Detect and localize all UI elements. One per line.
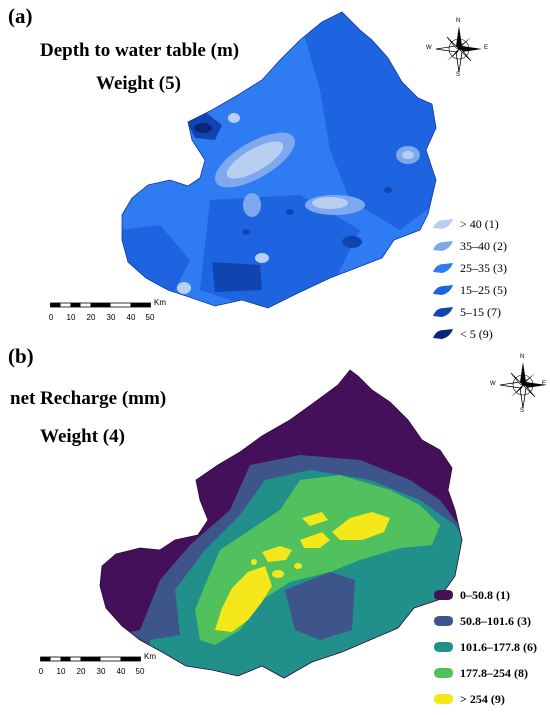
legend-swatch [432, 218, 454, 230]
legend-item: 25–35 (3) [432, 257, 507, 279]
legend-swatch [432, 240, 454, 252]
scale-tick-label: 40 [127, 313, 136, 322]
north-arrow-compass-icon: N S E W [432, 22, 486, 76]
legend-label: 5–15 (7) [460, 305, 501, 320]
legend-item: > 254 (9) [432, 686, 537, 712]
legend-swatch [432, 641, 454, 653]
legend-label: 50.8–101.6 (3) [460, 614, 531, 629]
legend-swatch [432, 306, 454, 318]
panel-a-title: Depth to water table (m) [40, 40, 239, 62]
scale-tick-label: 10 [67, 313, 76, 322]
legend-swatch [432, 262, 454, 274]
scale-unit: Km [144, 652, 156, 661]
panel-a-legend: > 40 (1) 35–40 (2) 25–35 (3) 15–25 (5) 5… [432, 213, 507, 345]
legend-swatch [432, 693, 454, 705]
legend-label: 25–35 (3) [460, 261, 507, 276]
panel-b-scale-bar: 0 10 20 30 40 50 Km [40, 655, 160, 679]
legend-item: 15–25 (5) [432, 279, 507, 301]
legend-label: 35–40 (2) [460, 239, 507, 254]
scale-tick-label: 20 [77, 667, 86, 676]
legend-item: 177.8–254 (8) [432, 660, 537, 686]
compass-n: N [520, 354, 524, 360]
legend-swatch [432, 589, 454, 601]
compass-e: E [484, 45, 488, 51]
scale-tick-label: 0 [49, 313, 53, 322]
panel-b-legend: 0–50.8 (1) 50.8–101.6 (3) 101.6–177.8 (6… [432, 582, 537, 712]
scale-tick-label: 30 [107, 313, 116, 322]
panel-b-label: (b) [8, 344, 34, 369]
panel-a-depth-to-water-table: (a) Depth to water table (m) Weight (5) … [0, 0, 550, 350]
legend-label: > 40 (1) [460, 217, 499, 232]
legend-label: 15–25 (5) [460, 283, 507, 298]
scale-tick-label: 30 [97, 667, 106, 676]
panel-b-title: net Recharge (mm) [10, 388, 166, 410]
panel-a-label: (a) [8, 4, 33, 29]
legend-swatch [432, 667, 454, 679]
legend-item: 35–40 (2) [432, 235, 507, 257]
scale-unit: Km [154, 298, 166, 307]
legend-item: 50.8–101.6 (3) [432, 608, 537, 634]
compass-w: W [426, 45, 432, 51]
compass-n: N [456, 18, 460, 24]
compass-w: W [490, 381, 496, 387]
panel-b-weight: Weight (4) [40, 426, 125, 448]
legend-swatch [432, 328, 454, 340]
scale-tick-label: 20 [87, 313, 96, 322]
scale-tick-label: 50 [136, 667, 145, 676]
scale-tick-label: 0 [39, 667, 43, 676]
legend-item: 0–50.8 (1) [432, 582, 537, 608]
panel-a-scale-bar: 0 10 20 30 40 50 Km [50, 301, 170, 325]
legend-label: > 254 (9) [460, 692, 505, 707]
legend-label: 101.6–177.8 (6) [460, 640, 537, 655]
legend-item: 5–15 (7) [432, 301, 507, 323]
legend-item: > 40 (1) [432, 213, 507, 235]
compass-s: S [456, 72, 460, 78]
scale-tick-label: 50 [146, 313, 155, 322]
legend-swatch [432, 615, 454, 627]
panel-a-weight: Weight (5) [96, 73, 181, 95]
legend-swatch [432, 284, 454, 296]
legend-label: 0–50.8 (1) [460, 588, 510, 603]
scale-tick-label: 40 [117, 667, 126, 676]
legend-label: 177.8–254 (8) [460, 666, 528, 681]
panel-b-net-recharge: (b) net Recharge (mm) Weight (4) N S E W… [0, 340, 550, 716]
scale-tick-label: 10 [57, 667, 66, 676]
legend-item: 101.6–177.8 (6) [432, 634, 537, 660]
compass-s: S [520, 408, 524, 414]
north-arrow-compass-icon: N S E W [496, 358, 550, 412]
compass-e: E [542, 381, 546, 387]
